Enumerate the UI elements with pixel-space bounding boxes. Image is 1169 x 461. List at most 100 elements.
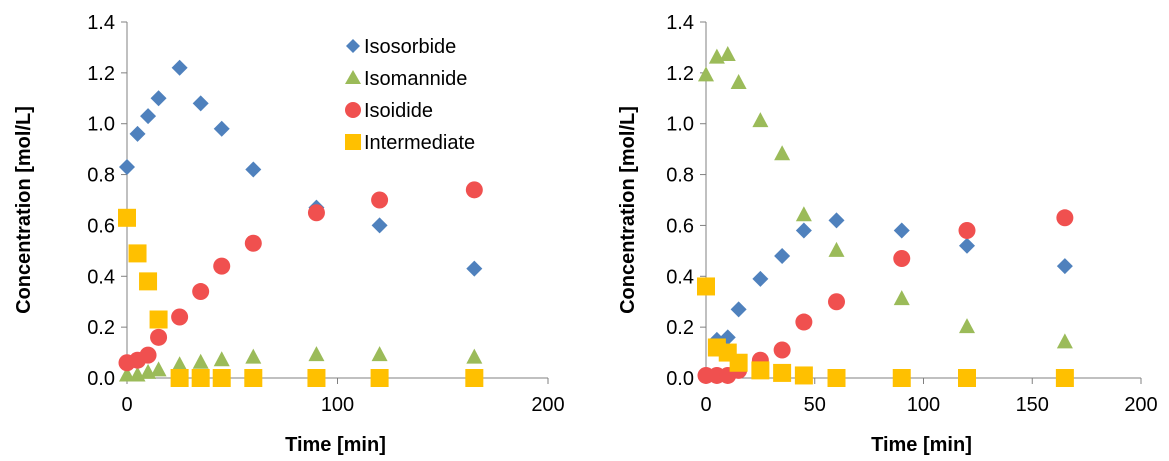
y-tick-label: 1.0 — [87, 114, 115, 136]
isosorbide-point — [1056, 258, 1073, 275]
isoidide-point — [465, 181, 483, 199]
isosorbide-point — [245, 161, 262, 178]
isosorbide-point — [150, 90, 167, 107]
isoidide-point — [139, 346, 157, 364]
isomannide-point — [192, 353, 209, 369]
legend-label-isomannide: Isomannide — [364, 68, 467, 90]
intermediate-point — [892, 369, 911, 387]
isosorbide-point — [466, 260, 483, 277]
isosorbide-point — [730, 301, 747, 318]
isomannide-point — [698, 66, 714, 82]
y-axis-title: Concentration [mol/L] — [617, 106, 639, 314]
isomannide-point — [730, 74, 747, 90]
left-chart-panel: 0.0 0.2 0.4 0.6 0.8 1.0 1.2 1.4 0 100 200 Time [min… — [13, 12, 565, 456]
y-tick-label: 1.4 — [87, 12, 115, 34]
x-tick-label: 200 — [531, 394, 564, 416]
intermediate-point — [128, 244, 147, 263]
y-tick-label: 1.0 — [666, 114, 694, 136]
series-intermediate — [118, 208, 484, 387]
y-axis-title: Concentration [mol/L] — [13, 106, 35, 314]
x-tick-label: 50 — [804, 394, 826, 416]
right-chart-panel: 0.0 0.2 0.4 0.6 0.8 1.0 1.2 1.4 0 50 100 150 200 Time… — [617, 12, 1158, 456]
isoidide-point — [150, 328, 168, 346]
intermediate-point — [465, 369, 484, 387]
y-tick-label: 0.8 — [666, 165, 694, 187]
intermediate-point — [729, 353, 748, 372]
intermediate-point — [149, 310, 168, 329]
y-tick-label: 0.0 — [87, 368, 115, 390]
x-tick-label: 100 — [321, 394, 354, 416]
legend-marker-isosorbide — [346, 39, 360, 53]
y-tick-label: 0.2 — [87, 317, 115, 339]
intermediate-point — [139, 272, 158, 291]
series-isoidide — [118, 181, 483, 372]
x-tick-label: 0 — [700, 394, 711, 416]
intermediate-point — [191, 369, 210, 387]
y-tick-label: 1.2 — [666, 63, 694, 85]
isomannide-point — [466, 348, 483, 364]
isoidide-point — [773, 341, 791, 359]
series-isosorbide — [708, 212, 1073, 348]
isomannide-point — [213, 351, 230, 367]
intermediate-point — [170, 369, 189, 387]
isoidide-point — [958, 222, 976, 240]
intermediate-point — [307, 369, 326, 387]
legend-marker-isomannide — [345, 70, 361, 84]
isosorbide-point — [129, 125, 146, 142]
x-tick-label: 0 — [121, 394, 132, 416]
isosorbide-point — [171, 59, 188, 76]
isosorbide-point — [140, 108, 157, 125]
series-intermediate — [697, 277, 1074, 387]
isoidide-point — [371, 191, 389, 209]
x-tick-label: 150 — [1016, 394, 1049, 416]
legend: Isosorbide Isomannide Isoidide Intermediate — [345, 36, 475, 154]
isoidide-point — [213, 257, 231, 275]
isosorbide-point — [192, 95, 209, 112]
y-tick-label: 0.0 — [666, 368, 694, 390]
intermediate-point — [244, 369, 263, 387]
legend-label-isosorbide: Isosorbide — [364, 36, 456, 58]
isosorbide-point — [752, 270, 769, 287]
isoidide-point — [171, 308, 189, 326]
intermediate-point — [1055, 369, 1074, 387]
isoidide-point — [828, 293, 845, 311]
intermediate-point — [958, 369, 976, 387]
isomannide-point — [171, 356, 188, 372]
isomannide-point — [308, 346, 325, 362]
series-isomannide — [698, 46, 1073, 349]
intermediate-point — [827, 369, 846, 387]
y-tick-label: 0.4 — [666, 266, 694, 288]
series-isomannide — [119, 346, 483, 382]
intermediate-point — [697, 277, 715, 296]
isomannide-point — [828, 241, 845, 257]
y-tick-label: 0.6 — [666, 215, 694, 237]
isoidide-point — [244, 234, 262, 252]
intermediate-point — [773, 363, 792, 382]
intermediate-point — [212, 369, 231, 387]
intermediate-point — [118, 208, 136, 227]
isosorbide-point — [893, 222, 910, 239]
isomannide-point — [1056, 333, 1073, 349]
isosorbide-point — [774, 247, 791, 264]
legend-label-intermediate: Intermediate — [364, 132, 475, 154]
y-tick-label: 0.6 — [87, 215, 115, 237]
isomannide-point — [752, 112, 769, 128]
isomannide-point — [150, 361, 167, 377]
isosorbide-point — [371, 217, 388, 234]
isoidide-point — [795, 313, 813, 331]
isomannide-point — [371, 346, 388, 362]
isomannide-point — [245, 348, 262, 364]
isomannide-point — [719, 46, 736, 62]
legend-marker-isoidide — [345, 102, 361, 118]
isosorbide-point — [828, 212, 845, 229]
y-tick-label: 1.2 — [87, 63, 115, 85]
isoidide-point — [307, 204, 325, 222]
series-isosorbide — [119, 59, 483, 277]
x-axis-title: Time [min] — [871, 434, 972, 456]
y-tick-label: 0.2 — [666, 317, 694, 339]
intermediate-point — [370, 369, 389, 387]
intermediate-point — [751, 361, 770, 380]
isomannide-point — [795, 206, 812, 222]
isosorbide-point — [959, 237, 975, 254]
